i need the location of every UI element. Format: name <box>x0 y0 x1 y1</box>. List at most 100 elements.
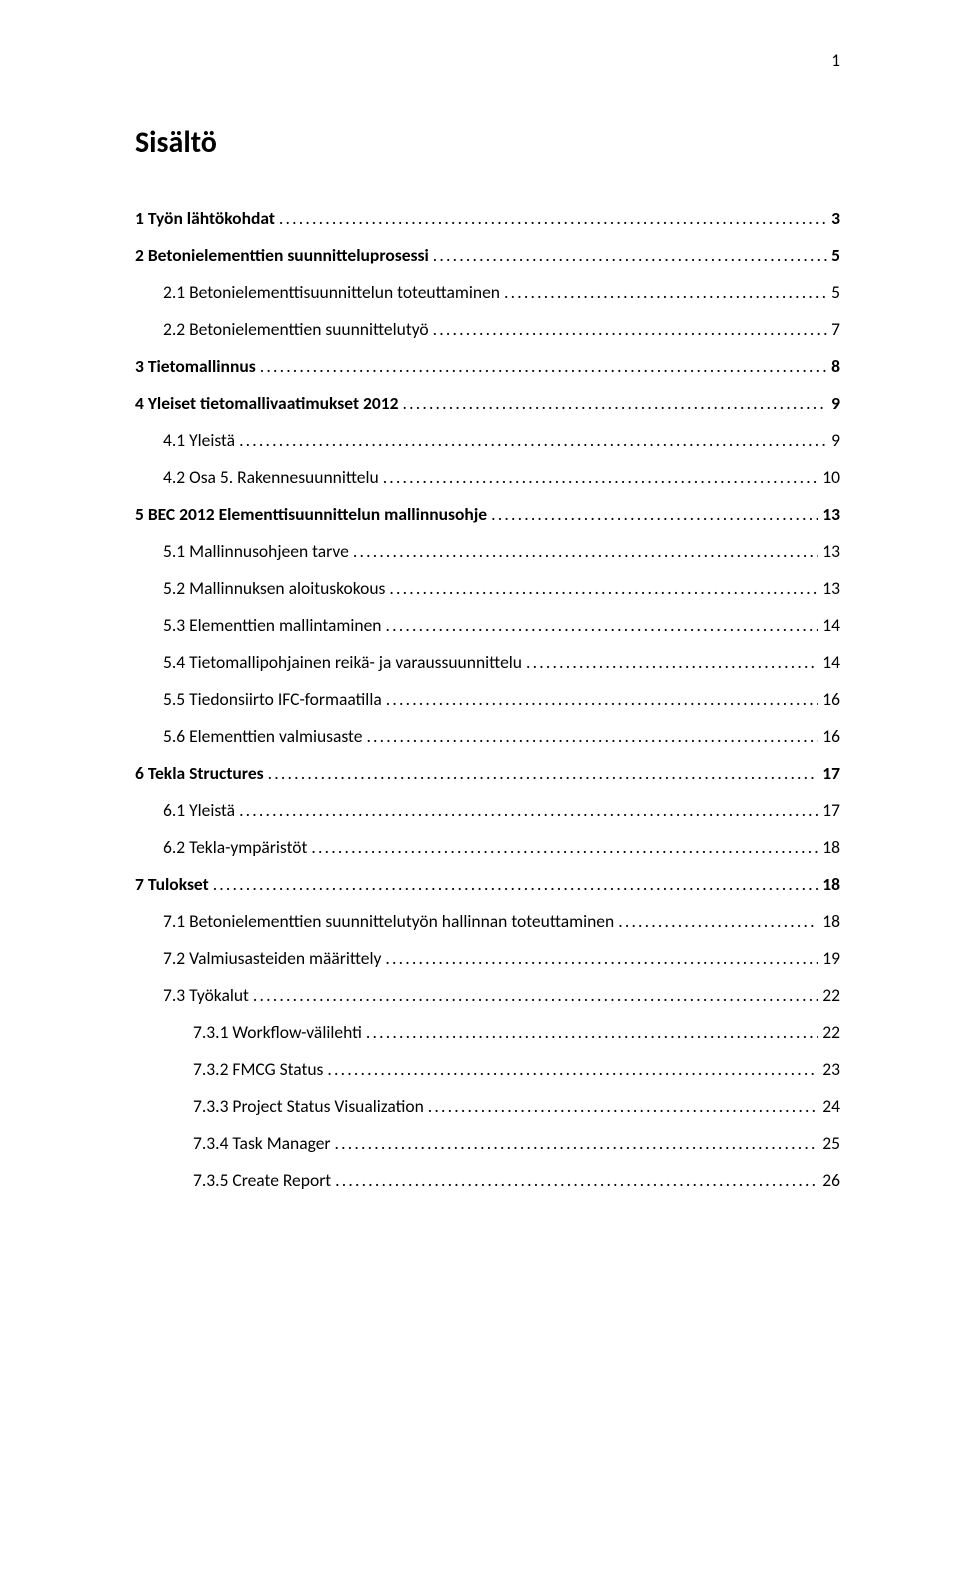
toc-entry-label: 7.3.4 Task Manager <box>193 1132 331 1154</box>
toc-entry-page: 16 <box>822 688 840 710</box>
toc-row: 3 Tietomallinnus 8 <box>135 355 840 377</box>
toc-leader-dots <box>402 392 827 414</box>
document-page: 1 Sisältö 1 Työn lähtökohdat 3 2 Betoniele… <box>0 0 960 1577</box>
toc-entry-page: 22 <box>822 984 840 1006</box>
toc-entry-page: 7 <box>831 318 840 340</box>
toc-entry-label: 4.2 Osa 5. Rakennesuunnittelu <box>163 466 379 488</box>
toc-entry-label: 1 Työn lähtökohdat <box>135 207 275 229</box>
toc-entry-page: 18 <box>822 873 840 895</box>
toc-row: 6.2 Tekla-ympäristöt18 <box>135 836 840 858</box>
toc-entry-label: 2.1 Betonielementtisuunnittelun toteutta… <box>163 281 500 303</box>
toc-leader-dots <box>268 762 819 784</box>
toc-row: 5 BEC 2012 Elementtisuunnittelun mallinn… <box>135 503 840 525</box>
toc-entry-label: 7.3.2 FMCG Status <box>193 1058 323 1080</box>
toc-entry-label: 7.2 Valmiusasteiden määrittely <box>163 947 381 969</box>
toc-leader-dots <box>386 614 819 636</box>
toc-leader-dots <box>433 318 827 340</box>
toc-leader-dots <box>526 651 818 673</box>
toc-entry-page: 19 <box>822 947 840 969</box>
toc-row: 5.1 Mallinnusohjeen tarve13 <box>135 540 840 562</box>
toc-entry-page: 18 <box>822 836 840 858</box>
toc-entry-label: 5.5 Tiedonsiirto IFC-formaatilla <box>163 688 382 710</box>
toc-row: 7.2 Valmiusasteiden määrittely 19 <box>135 947 840 969</box>
toc-entry-label: 5.4 Tietomallipohjainen reikä- ja varaus… <box>163 651 522 673</box>
toc-entry-page: 25 <box>822 1132 840 1154</box>
toc-leader-dots <box>239 799 818 821</box>
toc-row: 5.6 Elementtien valmiusaste 16 <box>135 725 840 747</box>
toc-leader-dots <box>335 1132 819 1154</box>
toc-leader-dots <box>239 429 827 451</box>
toc-entry-page: 17 <box>822 762 840 784</box>
toc-entry-label: 5 BEC 2012 Elementtisuunnittelun mallinn… <box>135 503 487 525</box>
toc-entry-page: 22 <box>822 1021 840 1043</box>
toc-entry-page: 9 <box>831 392 840 414</box>
toc-row: 1 Työn lähtökohdat 3 <box>135 207 840 229</box>
toc-entry-label: 2.2 Betonielementtien suunnittelutyö <box>163 318 429 340</box>
toc-row: 2.2 Betonielementtien suunnittelutyö 7 <box>135 318 840 340</box>
toc-row: 7.1 Betonielementtien suunnittelutyön ha… <box>135 910 840 932</box>
toc-entry-page: 14 <box>822 651 840 673</box>
toc-row: 5.5 Tiedonsiirto IFC-formaatilla 16 <box>135 688 840 710</box>
toc-leader-dots <box>253 984 818 1006</box>
toc-row: 4.2 Osa 5. Rakennesuunnittelu 10 <box>135 466 840 488</box>
toc-entry-page: 8 <box>831 355 840 377</box>
toc-leader-dots <box>383 466 819 488</box>
toc-entry-label: 7.3.3 Project Status Visualization <box>193 1095 424 1117</box>
toc-leader-dots <box>279 207 827 229</box>
toc-leader-dots <box>366 1021 818 1043</box>
toc-entry-page: 16 <box>822 725 840 747</box>
toc-entry-page: 23 <box>822 1058 840 1080</box>
toc-entry-label: 5.1 Mallinnusohjeen tarve <box>163 540 349 562</box>
toc-row: 6.1 Yleistä17 <box>135 799 840 821</box>
toc-row: 4 Yleiset tietomallivaatimukset 2012 9 <box>135 392 840 414</box>
toc-entry-page: 5 <box>831 281 840 303</box>
toc-entry-label: 6 Tekla Structures <box>135 762 264 784</box>
toc-entry-page: 18 <box>822 910 840 932</box>
toc-heading: Sisältö <box>135 124 840 161</box>
toc-row: 7.3.2 FMCG Status 23 <box>135 1058 840 1080</box>
table-of-contents: 1 Työn lähtökohdat 3 2 Betonielementtien s… <box>135 207 840 1191</box>
toc-entry-page: 5 <box>831 244 840 266</box>
toc-entry-label: 5.6 Elementtien valmiusaste <box>163 725 362 747</box>
toc-entry-page: 13 <box>822 503 840 525</box>
toc-row: 7.3.4 Task Manager 25 <box>135 1132 840 1154</box>
toc-row: 4.1 Yleistä 9 <box>135 429 840 451</box>
toc-entry-label: 5.2 Mallinnuksen aloituskokous <box>163 577 385 599</box>
toc-entry-page: 9 <box>831 429 840 451</box>
toc-leader-dots <box>213 873 819 895</box>
toc-leader-dots <box>618 910 818 932</box>
toc-leader-dots <box>491 503 818 525</box>
toc-row: 7.3.5 Create Report26 <box>135 1169 840 1191</box>
toc-row: 7 Tulokset 18 <box>135 873 840 895</box>
toc-entry-label: 4 Yleiset tietomallivaatimukset 2012 <box>135 392 398 414</box>
toc-entry-label: 2 Betonielementtien suunnitteluprosessi <box>135 244 429 266</box>
toc-entry-label: 4.1 Yleistä <box>163 429 235 451</box>
toc-leader-dots <box>335 1169 818 1191</box>
page-number: 1 <box>831 50 840 71</box>
toc-leader-dots <box>389 577 818 599</box>
toc-row: 7.3.1 Workflow-välilehti 22 <box>135 1021 840 1043</box>
toc-entry-label: 7 Tulokset <box>135 873 209 895</box>
toc-row: 5.2 Mallinnuksen aloituskokous13 <box>135 577 840 599</box>
toc-entry-page: 14 <box>822 614 840 636</box>
toc-leader-dots <box>260 355 827 377</box>
toc-row: 6 Tekla Structures 17 <box>135 762 840 784</box>
toc-entry-label: 7.3.1 Workflow-välilehti <box>193 1021 362 1043</box>
toc-leader-dots <box>386 688 819 710</box>
toc-entry-page: 3 <box>831 207 840 229</box>
toc-row: 5.4 Tietomallipohjainen reikä- ja varaus… <box>135 651 840 673</box>
toc-leader-dots <box>353 540 818 562</box>
toc-leader-dots <box>311 836 818 858</box>
toc-entry-page: 26 <box>822 1169 840 1191</box>
toc-leader-dots <box>433 244 827 266</box>
toc-entry-page: 10 <box>822 466 840 488</box>
toc-entry-label: 3 Tietomallinnus <box>135 355 256 377</box>
toc-row: 5.3 Elementtien mallintaminen 14 <box>135 614 840 636</box>
toc-row: 7.3.3 Project Status Visualization24 <box>135 1095 840 1117</box>
toc-leader-dots <box>366 725 818 747</box>
toc-row: 2.1 Betonielementtisuunnittelun toteutta… <box>135 281 840 303</box>
toc-entry-label: 7.3 Työkalut <box>163 984 249 1006</box>
toc-entry-label: 6.1 Yleistä <box>163 799 235 821</box>
toc-leader-dots <box>428 1095 818 1117</box>
toc-entry-label: 5.3 Elementtien mallintaminen <box>163 614 382 636</box>
